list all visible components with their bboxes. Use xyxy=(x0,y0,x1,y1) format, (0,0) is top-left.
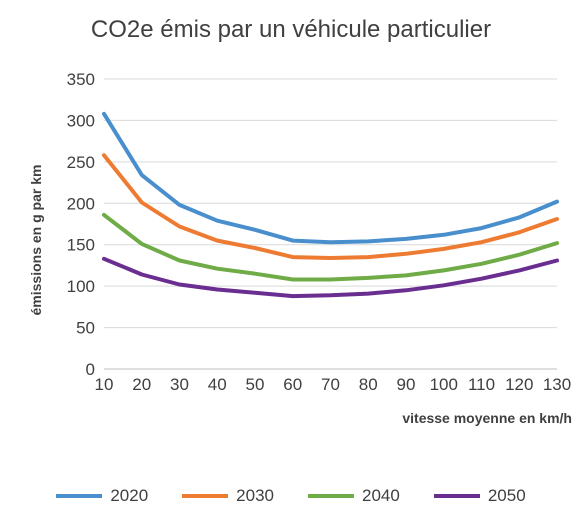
legend-item-2020: 2020 xyxy=(56,486,148,506)
y-tick-label: 200 xyxy=(67,194,95,213)
series-lines xyxy=(102,111,559,299)
y-tick-label: 100 xyxy=(67,277,95,296)
legend-label: 2020 xyxy=(110,486,149,505)
x-tick-label: 60 xyxy=(283,375,302,394)
legend-item-2030: 2030 xyxy=(182,486,274,506)
legend-swatch xyxy=(308,494,354,498)
x-tick-label: 120 xyxy=(505,375,533,394)
x-axis-label: vitesse moyenne en km/h xyxy=(402,410,572,426)
gridlines xyxy=(104,78,557,329)
x-tick-label: 70 xyxy=(321,375,340,394)
legend-swatch xyxy=(433,494,480,498)
series-line-2040 xyxy=(102,212,559,282)
x-tick-label: 50 xyxy=(246,375,265,394)
legend-item-2040: 2040 xyxy=(308,486,400,506)
x-tick-label: 10 xyxy=(95,375,114,394)
y-tick-label: 150 xyxy=(67,236,95,255)
chart-title: CO2e émis par un véhicule particulier xyxy=(90,16,492,43)
x-tick-label: 90 xyxy=(397,375,416,394)
x-tick-label: 80 xyxy=(359,375,378,394)
y-axis-label: émissions en g par km xyxy=(28,164,44,316)
x-tick-label: 130 xyxy=(543,375,571,394)
legend-swatch xyxy=(182,494,229,498)
legend-item-2050: 2050 xyxy=(433,486,526,506)
legend-label: 2050 xyxy=(487,486,526,505)
legend-swatch xyxy=(56,494,103,498)
series-line-2020 xyxy=(102,111,559,245)
y-tick-label: 300 xyxy=(67,111,95,130)
y-tick-label: 50 xyxy=(76,319,95,338)
y-tick-label: 350 xyxy=(67,70,95,89)
tick-labels: 0 50 100 150 200 250 300 350 10 20 30 40 50 60 70 80 90 1… xyxy=(67,70,572,394)
x-tick-label: 40 xyxy=(208,375,227,394)
y-tick-label: 0 xyxy=(86,360,95,379)
series-line-2030 xyxy=(102,153,559,260)
series-line-2050 xyxy=(102,256,559,299)
y-tick-label: 250 xyxy=(67,153,95,172)
legend: 2020 2030 2040 2050 xyxy=(0,486,582,506)
legend-label: 2040 xyxy=(362,486,400,505)
x-tick-label: 20 xyxy=(132,375,151,394)
x-tick-label: 100 xyxy=(430,375,458,394)
legend-label: 2030 xyxy=(236,486,274,505)
x-tick-label: 110 xyxy=(468,375,495,394)
x-tick-label: 30 xyxy=(170,375,189,394)
